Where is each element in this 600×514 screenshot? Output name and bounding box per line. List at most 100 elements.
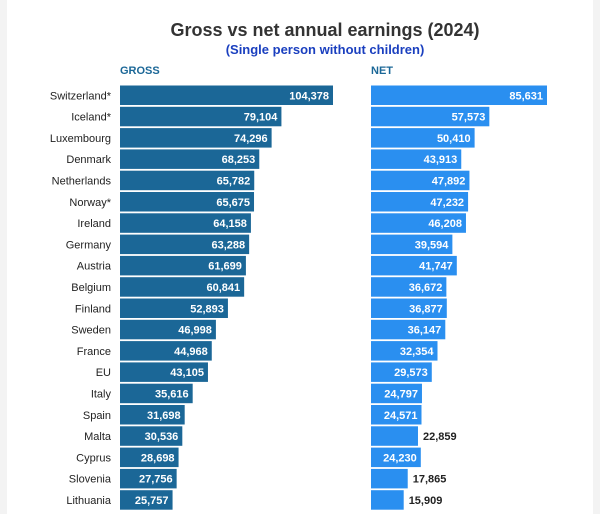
gross-bar (120, 405, 185, 425)
category-label: Switzerland* (50, 90, 112, 102)
category-label: EU (96, 367, 111, 379)
gross-value-label: 30,536 (145, 431, 179, 443)
gross-value-label: 63,288 (211, 239, 245, 251)
net-value-label: 24,571 (384, 410, 418, 422)
gross-bar (120, 128, 272, 148)
net-bar (371, 277, 447, 297)
gross-value-label: 65,675 (216, 197, 250, 209)
gross-bar (120, 192, 255, 212)
gross-value-label: 104,378 (289, 90, 329, 102)
gross-bar (120, 213, 251, 233)
chart-subtitle: (Single person without children) (226, 42, 425, 57)
gross-bar (120, 277, 245, 297)
gross-bar (120, 383, 193, 404)
net-value-label: 24,230 (383, 452, 417, 464)
category-label: Spain (83, 410, 111, 422)
right-edge-strip (593, 0, 600, 514)
net-bar (371, 405, 422, 425)
category-label: Norway* (69, 197, 111, 209)
net-bar (371, 341, 438, 361)
net-bar (371, 234, 453, 255)
gross-bar (120, 341, 212, 361)
net-value-label: 24,797 (384, 388, 418, 400)
chart-title: Gross vs net annual earnings (2024) (170, 20, 479, 40)
left-edge-strip (0, 0, 7, 514)
category-label: Cyprus (76, 452, 111, 464)
gross-bar (120, 234, 250, 255)
net-bar (371, 447, 421, 468)
net-value-label: 57,573 (452, 112, 486, 124)
net-bar (371, 149, 462, 169)
category-label: Ireland (77, 218, 111, 230)
net-value-label: 47,232 (430, 197, 464, 209)
net-value-label: 32,354 (400, 346, 435, 358)
net-value-label: 50,410 (437, 133, 471, 145)
category-label: Finland (75, 303, 111, 315)
net-value-label: 46,208 (428, 218, 462, 230)
gross-value-label: 28,698 (141, 452, 175, 464)
gross-bar (120, 426, 183, 446)
category-label: Luxembourg (50, 133, 111, 145)
gross-value-label: 52,893 (190, 303, 224, 315)
gross-value-label: 64,158 (213, 218, 247, 230)
gross-bar (120, 319, 216, 340)
gross-value-label: 25,757 (135, 495, 169, 507)
net-bar (371, 85, 547, 105)
gross-bar (120, 106, 282, 127)
net-value-label: 36,147 (408, 325, 442, 337)
bars-group: Switzerland* 104,378 85,631 Iceland* 79,104 5… (50, 85, 547, 510)
category-label: Germany (66, 239, 112, 251)
gross-bar (120, 490, 173, 510)
category-label: Lithuania (66, 495, 112, 507)
net-value-label: 22,859 (423, 431, 457, 443)
net-value-label: 39,594 (415, 239, 450, 251)
net-bar (371, 298, 447, 318)
net-bar (371, 468, 408, 489)
net-value-label: 36,877 (409, 303, 443, 315)
net-bar (371, 362, 432, 382)
net-value-label: 47,892 (432, 175, 466, 187)
gross-value-label: 60,841 (206, 282, 240, 294)
category-label: Austria (77, 261, 112, 273)
net-bar (371, 213, 466, 233)
category-label: France (77, 346, 111, 358)
net-value-label: 17,865 (413, 474, 447, 486)
net-bar (371, 170, 470, 191)
net-bar (371, 490, 404, 510)
gross-bar (120, 468, 177, 489)
gross-value-label: 35,616 (155, 388, 189, 400)
gross-value-label: 46,998 (178, 325, 212, 337)
gross-bar (120, 362, 208, 382)
net-bar (371, 192, 469, 212)
category-label: Malta (84, 431, 112, 443)
gross-bar (120, 298, 228, 318)
category-label: Sweden (71, 325, 111, 337)
net-bar (371, 255, 457, 276)
gross-value-label: 61,699 (208, 261, 242, 273)
net-bar (371, 128, 475, 148)
net-value-label: 43,913 (424, 154, 458, 166)
gross-series-header: GROSS (120, 65, 160, 77)
net-bar (371, 106, 490, 127)
net-value-label: 15,909 (409, 495, 443, 507)
net-bar (371, 383, 422, 404)
category-label: Iceland* (71, 112, 111, 124)
net-value-label: 29,573 (394, 367, 428, 379)
category-label: Denmark (66, 154, 111, 166)
gross-bar (120, 255, 246, 276)
gross-bar (120, 170, 255, 191)
gross-bar (120, 149, 260, 169)
category-label: Italy (91, 388, 112, 400)
net-bar (371, 426, 418, 446)
gross-value-label: 31,698 (147, 410, 181, 422)
category-label: Netherlands (52, 175, 112, 187)
net-bar (371, 319, 446, 340)
gross-bar (120, 85, 333, 105)
gross-value-label: 65,782 (217, 175, 251, 187)
gross-value-label: 43,105 (170, 367, 204, 379)
gross-value-label: 68,253 (222, 154, 256, 166)
gross-value-label: 79,104 (244, 112, 279, 124)
gross-value-label: 74,296 (234, 133, 268, 145)
gross-value-label: 27,756 (139, 474, 173, 486)
